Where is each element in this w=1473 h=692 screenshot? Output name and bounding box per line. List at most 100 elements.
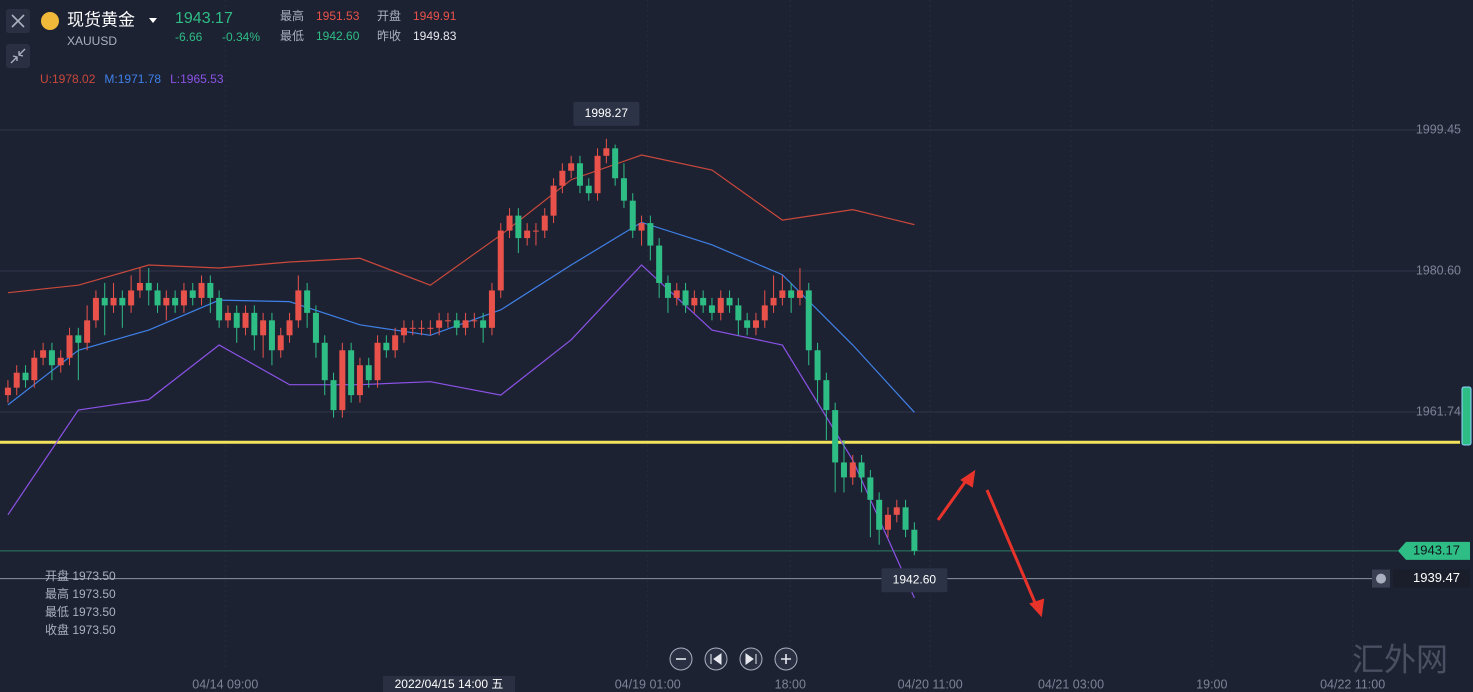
stat-label: 昨收 [377, 29, 401, 43]
candle-body [57, 357, 64, 366]
stat-value: 1942.60 [316, 29, 360, 43]
candle-body [867, 477, 874, 500]
candle-body [726, 297, 733, 306]
price-tag-label: 1943.17 [1413, 542, 1460, 557]
candle-body [233, 312, 240, 328]
candle-body [515, 215, 522, 239]
candle-body [260, 320, 267, 336]
candle-body [823, 380, 830, 411]
stat-label: 最低 [280, 29, 304, 43]
candle-body [480, 320, 487, 328]
x-tick-label: 04/22 11:00 [1320, 677, 1385, 691]
close-icon [11, 14, 25, 28]
candle-body [568, 163, 575, 171]
candle-body [647, 223, 654, 246]
candle-body [128, 290, 135, 306]
candle-body [268, 320, 275, 351]
plot: 1943.17 1939.47 1998.27 1942.60 [0, 101, 1470, 599]
x-tick-label: 19:00 [1196, 677, 1227, 691]
candle-body [638, 223, 645, 231]
symbol-dropdown[interactable] [149, 18, 157, 23]
info-line: 收盘 1973.50 [45, 622, 116, 637]
candle-body [673, 290, 680, 298]
candle-body [312, 312, 319, 343]
crosshair-label-box [383, 676, 515, 692]
candle-body [462, 320, 469, 328]
candle-body [374, 342, 381, 381]
candle-body [902, 507, 909, 530]
legend-entry: U:1978.02 [40, 72, 96, 86]
change: -6.66 [175, 30, 203, 44]
candle-body [119, 297, 126, 306]
candle-body [488, 290, 495, 328]
candle-body [40, 350, 47, 358]
candle-body [656, 245, 663, 283]
candle-body [172, 297, 179, 306]
legend-entry: L:1965.53 [170, 72, 224, 86]
band-line [7, 154, 915, 294]
candle-body [453, 320, 460, 328]
last-price: 1943.17 [175, 10, 233, 27]
stat-value: 1951.53 [316, 9, 360, 23]
candle-body [4, 387, 11, 396]
candle-body [356, 365, 363, 396]
alert-bell-icon [1376, 573, 1386, 584]
candle-body [304, 290, 311, 313]
candle-body [576, 163, 583, 186]
candle-body [392, 335, 399, 351]
candle-body [295, 290, 302, 321]
candle-body [110, 297, 117, 306]
candle-body [339, 350, 346, 411]
symbol[interactable]: 现货黄金 [67, 10, 135, 29]
candle-body [735, 305, 742, 321]
arrow-up-head [960, 469, 976, 488]
min-marker: 1942.60 [893, 572, 937, 586]
stat-value: 1949.91 [413, 9, 457, 23]
max-marker-box [573, 101, 640, 126]
min-marker-box [881, 568, 948, 593]
candle-body [682, 290, 689, 306]
step-forward-icon [745, 653, 757, 665]
candle-body [277, 335, 284, 351]
candle-body [101, 297, 108, 306]
x-tick-label: 18:00 [775, 677, 806, 691]
x-tick-label: 04/19 01:00 [615, 677, 681, 691]
candle-body [858, 462, 865, 478]
candle-body [788, 290, 795, 298]
candle-body [418, 327, 425, 329]
price-tag [1398, 541, 1470, 560]
candle-body [189, 290, 196, 298]
candle-body [805, 290, 812, 351]
candle-body [832, 410, 839, 463]
candle-body [321, 342, 328, 381]
candle-body [251, 312, 258, 336]
candle-body [286, 320, 293, 336]
candle-body [849, 462, 856, 478]
candle-body [664, 282, 671, 298]
candle-body [629, 200, 636, 231]
shrink-button[interactable] [6, 44, 30, 68]
candle-body [744, 320, 751, 328]
candle-body [13, 372, 20, 388]
candle-body [559, 170, 566, 186]
arrow-down [985, 489, 1038, 606]
nav-buttons [669, 647, 798, 671]
candle-body [708, 305, 715, 313]
candle-body [497, 230, 504, 291]
candle-body [717, 297, 724, 313]
candle-body [700, 297, 707, 306]
candle-body [814, 350, 821, 381]
step-back-icon [710, 653, 722, 665]
y-tick-label: 1999.45 [1416, 122, 1461, 136]
candle-body [532, 230, 539, 232]
scroll-handle[interactable] [1461, 386, 1472, 446]
y-tick-label: 1961.74 [1416, 404, 1461, 418]
candle-body [400, 327, 407, 336]
candle-body [198, 282, 205, 298]
info-box: 开盘 1973.50 最高 1973.50 最低 1973.50 收盘 1973.50 [45, 568, 116, 637]
stat-value: 1949.83 [413, 29, 457, 43]
band-line [7, 264, 915, 599]
zoom-in-icon [781, 654, 791, 664]
